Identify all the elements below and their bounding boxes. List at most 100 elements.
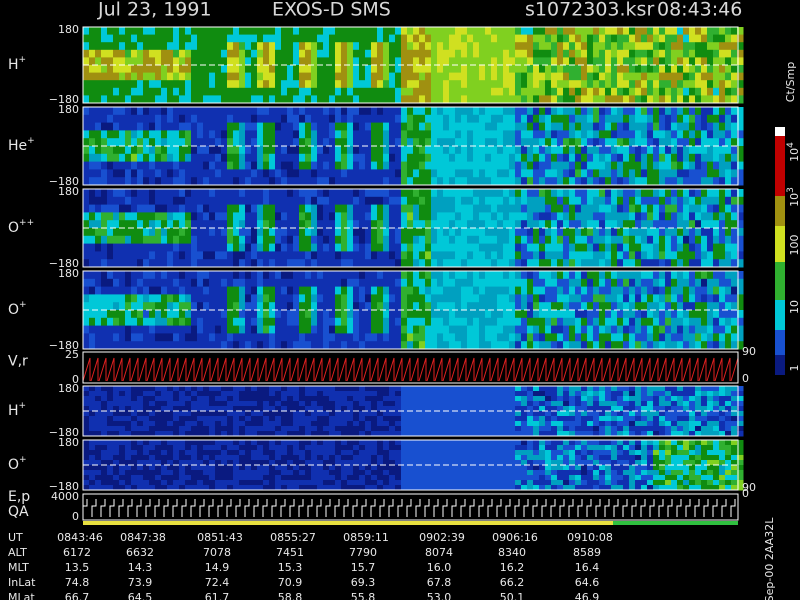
spectrogram-cell <box>173 153 180 163</box>
spectrogram-cell <box>701 271 708 280</box>
spectrogram-cell <box>347 396 354 402</box>
spectrogram-cell <box>671 72 678 81</box>
spectrogram-cell <box>299 406 306 412</box>
spectrogram-cell <box>221 212 228 221</box>
spectrogram-cell <box>341 426 348 432</box>
spectrogram-cell <box>365 153 372 163</box>
spectrogram-cell <box>83 212 90 221</box>
spectrogram-cell <box>599 189 606 198</box>
spectrogram-cell <box>671 169 678 178</box>
spectrogram-cell <box>239 80 246 89</box>
spectrogram-cell <box>257 130 264 139</box>
spectrogram-cell <box>209 80 216 89</box>
spectrogram-cell <box>143 235 150 245</box>
spectrogram-cell <box>287 72 294 81</box>
spectrogram-cell <box>587 310 594 319</box>
spectrogram-cell <box>383 401 390 407</box>
spectrogram-cell <box>155 243 162 252</box>
spectrogram-cell <box>251 114 258 124</box>
spectrogram-cell <box>125 87 132 96</box>
spectrogram-cell <box>737 243 744 252</box>
spectrogram-cell <box>419 259 426 268</box>
spectrogram-cell <box>239 411 246 417</box>
spectrogram-cell <box>215 341 222 350</box>
spectrogram-cell <box>329 34 336 43</box>
spectrogram-cell <box>317 286 324 295</box>
spectrogram-cell <box>197 87 204 96</box>
spectrogram-cell <box>305 107 312 116</box>
spectrogram-cell <box>659 235 666 245</box>
spectrogram-cell <box>89 138 96 147</box>
spectrogram-cell <box>479 161 486 170</box>
spectrogram-cell <box>665 196 672 206</box>
spectrogram-cell <box>467 161 474 170</box>
spectrogram-cell <box>485 153 492 163</box>
spectrogram-cell <box>377 416 384 422</box>
spectrogram-cell <box>317 341 324 350</box>
spectrogram-cell <box>527 235 534 245</box>
spectrogram-cell <box>725 271 732 280</box>
spectrogram-cell <box>239 114 246 124</box>
spectrogram-cell <box>695 34 702 43</box>
spectrogram-cell <box>371 386 378 392</box>
spectrogram-cell <box>575 259 582 268</box>
spectrogram-cell <box>335 130 342 139</box>
spectrogram-cell <box>293 406 300 412</box>
spectrogram-cell <box>719 130 726 139</box>
spectrogram-cell <box>725 302 732 311</box>
spectrogram-cell <box>641 310 648 319</box>
spectrogram-cell <box>683 278 690 288</box>
spectrogram-cell <box>113 271 120 280</box>
spectrogram-cell <box>437 177 444 186</box>
spectrogram-cell <box>551 49 558 58</box>
spectrogram-cell <box>335 286 342 295</box>
spectrogram-cell <box>215 72 222 81</box>
spectrogram-cell <box>425 161 432 170</box>
spectrogram-cell <box>575 310 582 319</box>
spectrogram-cell <box>623 243 630 252</box>
spectrogram-cell <box>461 65 468 74</box>
spectrogram-cell <box>653 177 660 186</box>
spectrogram-cell <box>719 72 726 81</box>
spectrogram-cell <box>497 138 504 147</box>
spectrogram-cell <box>251 386 258 392</box>
date: Jul 23, 1991 <box>97 0 212 21</box>
spectrogram-cell <box>317 310 324 319</box>
spectrogram-cell <box>587 204 594 213</box>
spectrogram-cell <box>323 333 330 342</box>
spectrogram-cell <box>257 122 264 131</box>
spectrogram-cell <box>149 161 156 170</box>
spectrogram-cell <box>395 65 402 74</box>
spectrogram-cell <box>149 220 156 229</box>
spectrogram-cell <box>251 411 258 417</box>
spectrogram-cell <box>521 169 528 178</box>
spectrogram-cell <box>323 114 330 124</box>
spectrogram-cell <box>155 80 162 89</box>
spectrogram-cell <box>149 294 156 303</box>
spectrogram-cell <box>83 146 90 155</box>
spectrogram-cell <box>353 138 360 147</box>
spectrogram-cell <box>125 169 132 178</box>
spectrogram-cell <box>281 65 288 74</box>
spectrogram-cell <box>431 220 438 229</box>
spectrogram-cell <box>299 196 306 206</box>
spectrogram-cell <box>707 169 714 178</box>
spectrogram-cell <box>401 416 408 422</box>
spectrogram-cell <box>509 42 516 51</box>
spectrogram-cell <box>155 65 162 74</box>
spectrogram-cell <box>221 411 228 417</box>
spectrogram-cell <box>161 95 168 104</box>
spectrogram-cell <box>275 325 282 334</box>
spectrogram-cell <box>431 177 438 186</box>
spectrogram-cell <box>479 153 486 163</box>
spectrogram-cell <box>437 87 444 96</box>
spectrogram-cell <box>401 130 408 139</box>
spectrogram-cell <box>341 278 348 288</box>
spectrogram-cell <box>731 65 738 74</box>
spectrogram-cell <box>419 122 426 131</box>
spectrogram-cell <box>551 138 558 147</box>
spectrogram-cell <box>425 189 432 198</box>
spectrogram-cell <box>653 169 660 178</box>
spectrogram-cell <box>479 34 486 43</box>
spectrogram-cell <box>245 341 252 350</box>
